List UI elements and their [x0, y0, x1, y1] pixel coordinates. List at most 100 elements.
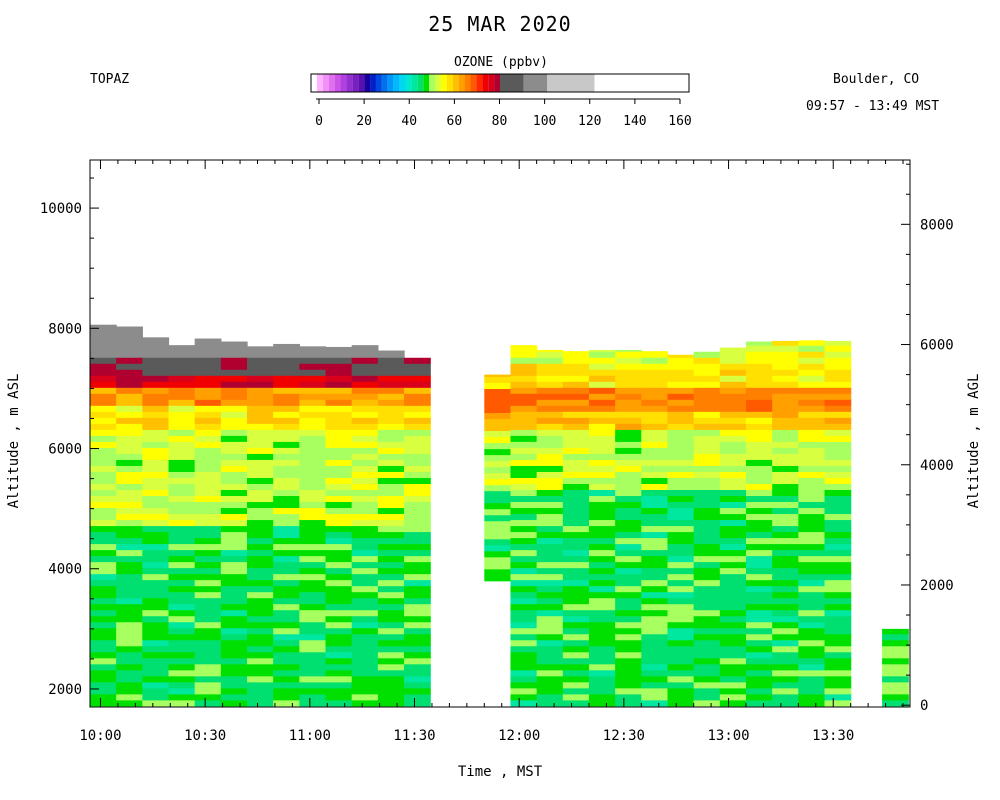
heatmap-cell	[325, 585, 353, 593]
heatmap-cell	[116, 495, 143, 503]
heatmap-cell	[142, 369, 170, 376]
heatmap-cell	[562, 447, 590, 454]
heatmap-cell	[220, 435, 248, 442]
heatmap-cell	[536, 459, 564, 466]
heatmap-cell	[667, 387, 695, 394]
heatmap-cell	[325, 357, 353, 364]
heatmap-cell	[667, 525, 695, 533]
heatmap-cell	[693, 681, 721, 689]
heatmap-cell	[168, 561, 196, 569]
heatmap-cell	[299, 633, 327, 641]
heatmap-cell	[641, 615, 669, 623]
heatmap-cell	[220, 525, 248, 533]
heatmap-cell	[247, 537, 274, 545]
heatmap-cell	[404, 381, 431, 388]
heatmap-cell	[798, 465, 826, 472]
heatmap-cell	[693, 585, 721, 593]
heatmap-cell	[116, 573, 143, 581]
heatmap-cell	[562, 627, 590, 635]
heatmap-cell	[641, 567, 669, 575]
heatmap-cell	[142, 459, 170, 466]
heatmap-cell	[562, 537, 590, 545]
heatmap-cell	[404, 567, 431, 575]
heatmap-cell	[693, 447, 721, 454]
heatmap-cell	[484, 400, 512, 408]
heatmap-cell	[168, 357, 196, 364]
heatmap-cell	[693, 591, 721, 599]
heatmap-cell	[772, 645, 799, 653]
heatmap-cell	[772, 639, 799, 647]
heatmap-cell	[719, 489, 747, 497]
heatmap-cell	[588, 513, 616, 521]
heatmap-cell	[693, 675, 721, 683]
heatmap-cell	[116, 375, 143, 382]
heatmap-cell	[641, 591, 669, 599]
heatmap-cell	[116, 621, 143, 629]
x-tick-label: 11:00	[289, 728, 331, 744]
heatmap-cell	[404, 369, 431, 376]
heatmap-cell	[273, 603, 300, 611]
heatmap-cell	[90, 519, 117, 527]
heatmap-cell	[404, 393, 431, 400]
heatmap-cell	[273, 429, 300, 436]
heatmap-cell	[351, 651, 379, 659]
heatmap-cell	[719, 357, 747, 364]
heatmap-cell	[220, 531, 248, 539]
heatmap-cell	[142, 663, 170, 671]
heatmap-cell	[247, 633, 274, 641]
heatmap-cell	[351, 429, 379, 436]
heatmap-cell	[142, 537, 170, 545]
heatmap-cell	[798, 363, 826, 370]
heatmap-cell	[641, 513, 669, 521]
heatmap-cell	[484, 574, 512, 582]
heatmap-cell	[510, 645, 538, 653]
heatmap-cell	[325, 363, 353, 370]
heatmap-cell	[615, 531, 642, 539]
heatmap-cell	[377, 411, 405, 418]
heatmap-cell	[220, 405, 248, 412]
heatmap-cell	[299, 441, 327, 448]
heatmap-cell	[772, 495, 799, 503]
heatmap-cell	[798, 483, 826, 491]
x-tick-label: 11:30	[393, 728, 435, 744]
heatmap-cell	[615, 663, 642, 671]
heatmap-cell	[798, 615, 826, 623]
heatmap-cell	[404, 531, 431, 539]
heatmap-cell	[168, 411, 196, 418]
heatmap-cell	[693, 537, 721, 545]
heatmap-cell	[798, 603, 826, 611]
heatmap-cell	[588, 411, 616, 418]
heatmap-cell	[615, 615, 642, 623]
heatmap-cell	[220, 657, 248, 665]
heatmap-cell	[588, 615, 616, 623]
heatmap-cell	[746, 675, 773, 683]
heatmap-cell	[510, 495, 538, 503]
heatmap-cell	[719, 531, 747, 539]
heatmap-cell	[220, 555, 248, 563]
heatmap-cell	[142, 591, 170, 599]
heatmap-cell	[299, 651, 327, 659]
heatmap-cell	[667, 657, 695, 665]
heatmap-cell	[194, 603, 222, 611]
heatmap-cell	[90, 645, 117, 653]
heatmap-cell	[667, 621, 695, 629]
heatmap-cell	[798, 543, 826, 551]
heatmap-cell	[168, 603, 196, 611]
heatmap-cell	[325, 567, 353, 575]
heatmap-cell	[404, 633, 431, 641]
heatmap-cell	[325, 591, 353, 599]
heatmap-cell	[142, 693, 170, 701]
heatmap-cell	[746, 513, 773, 521]
heatmap-cell	[615, 591, 642, 599]
heatmap-cell	[772, 501, 799, 509]
heatmap-cell	[746, 465, 773, 472]
heatmap-cell	[220, 609, 248, 617]
heatmap-cell	[746, 441, 773, 448]
heatmap-cell	[719, 657, 747, 665]
heatmap-cell	[588, 357, 616, 364]
heatmap-cell	[377, 573, 405, 581]
heatmap-cell	[90, 615, 117, 623]
heatmap-cell	[667, 555, 695, 563]
heatmap-cell	[325, 645, 353, 653]
heatmap-cell	[772, 513, 799, 521]
